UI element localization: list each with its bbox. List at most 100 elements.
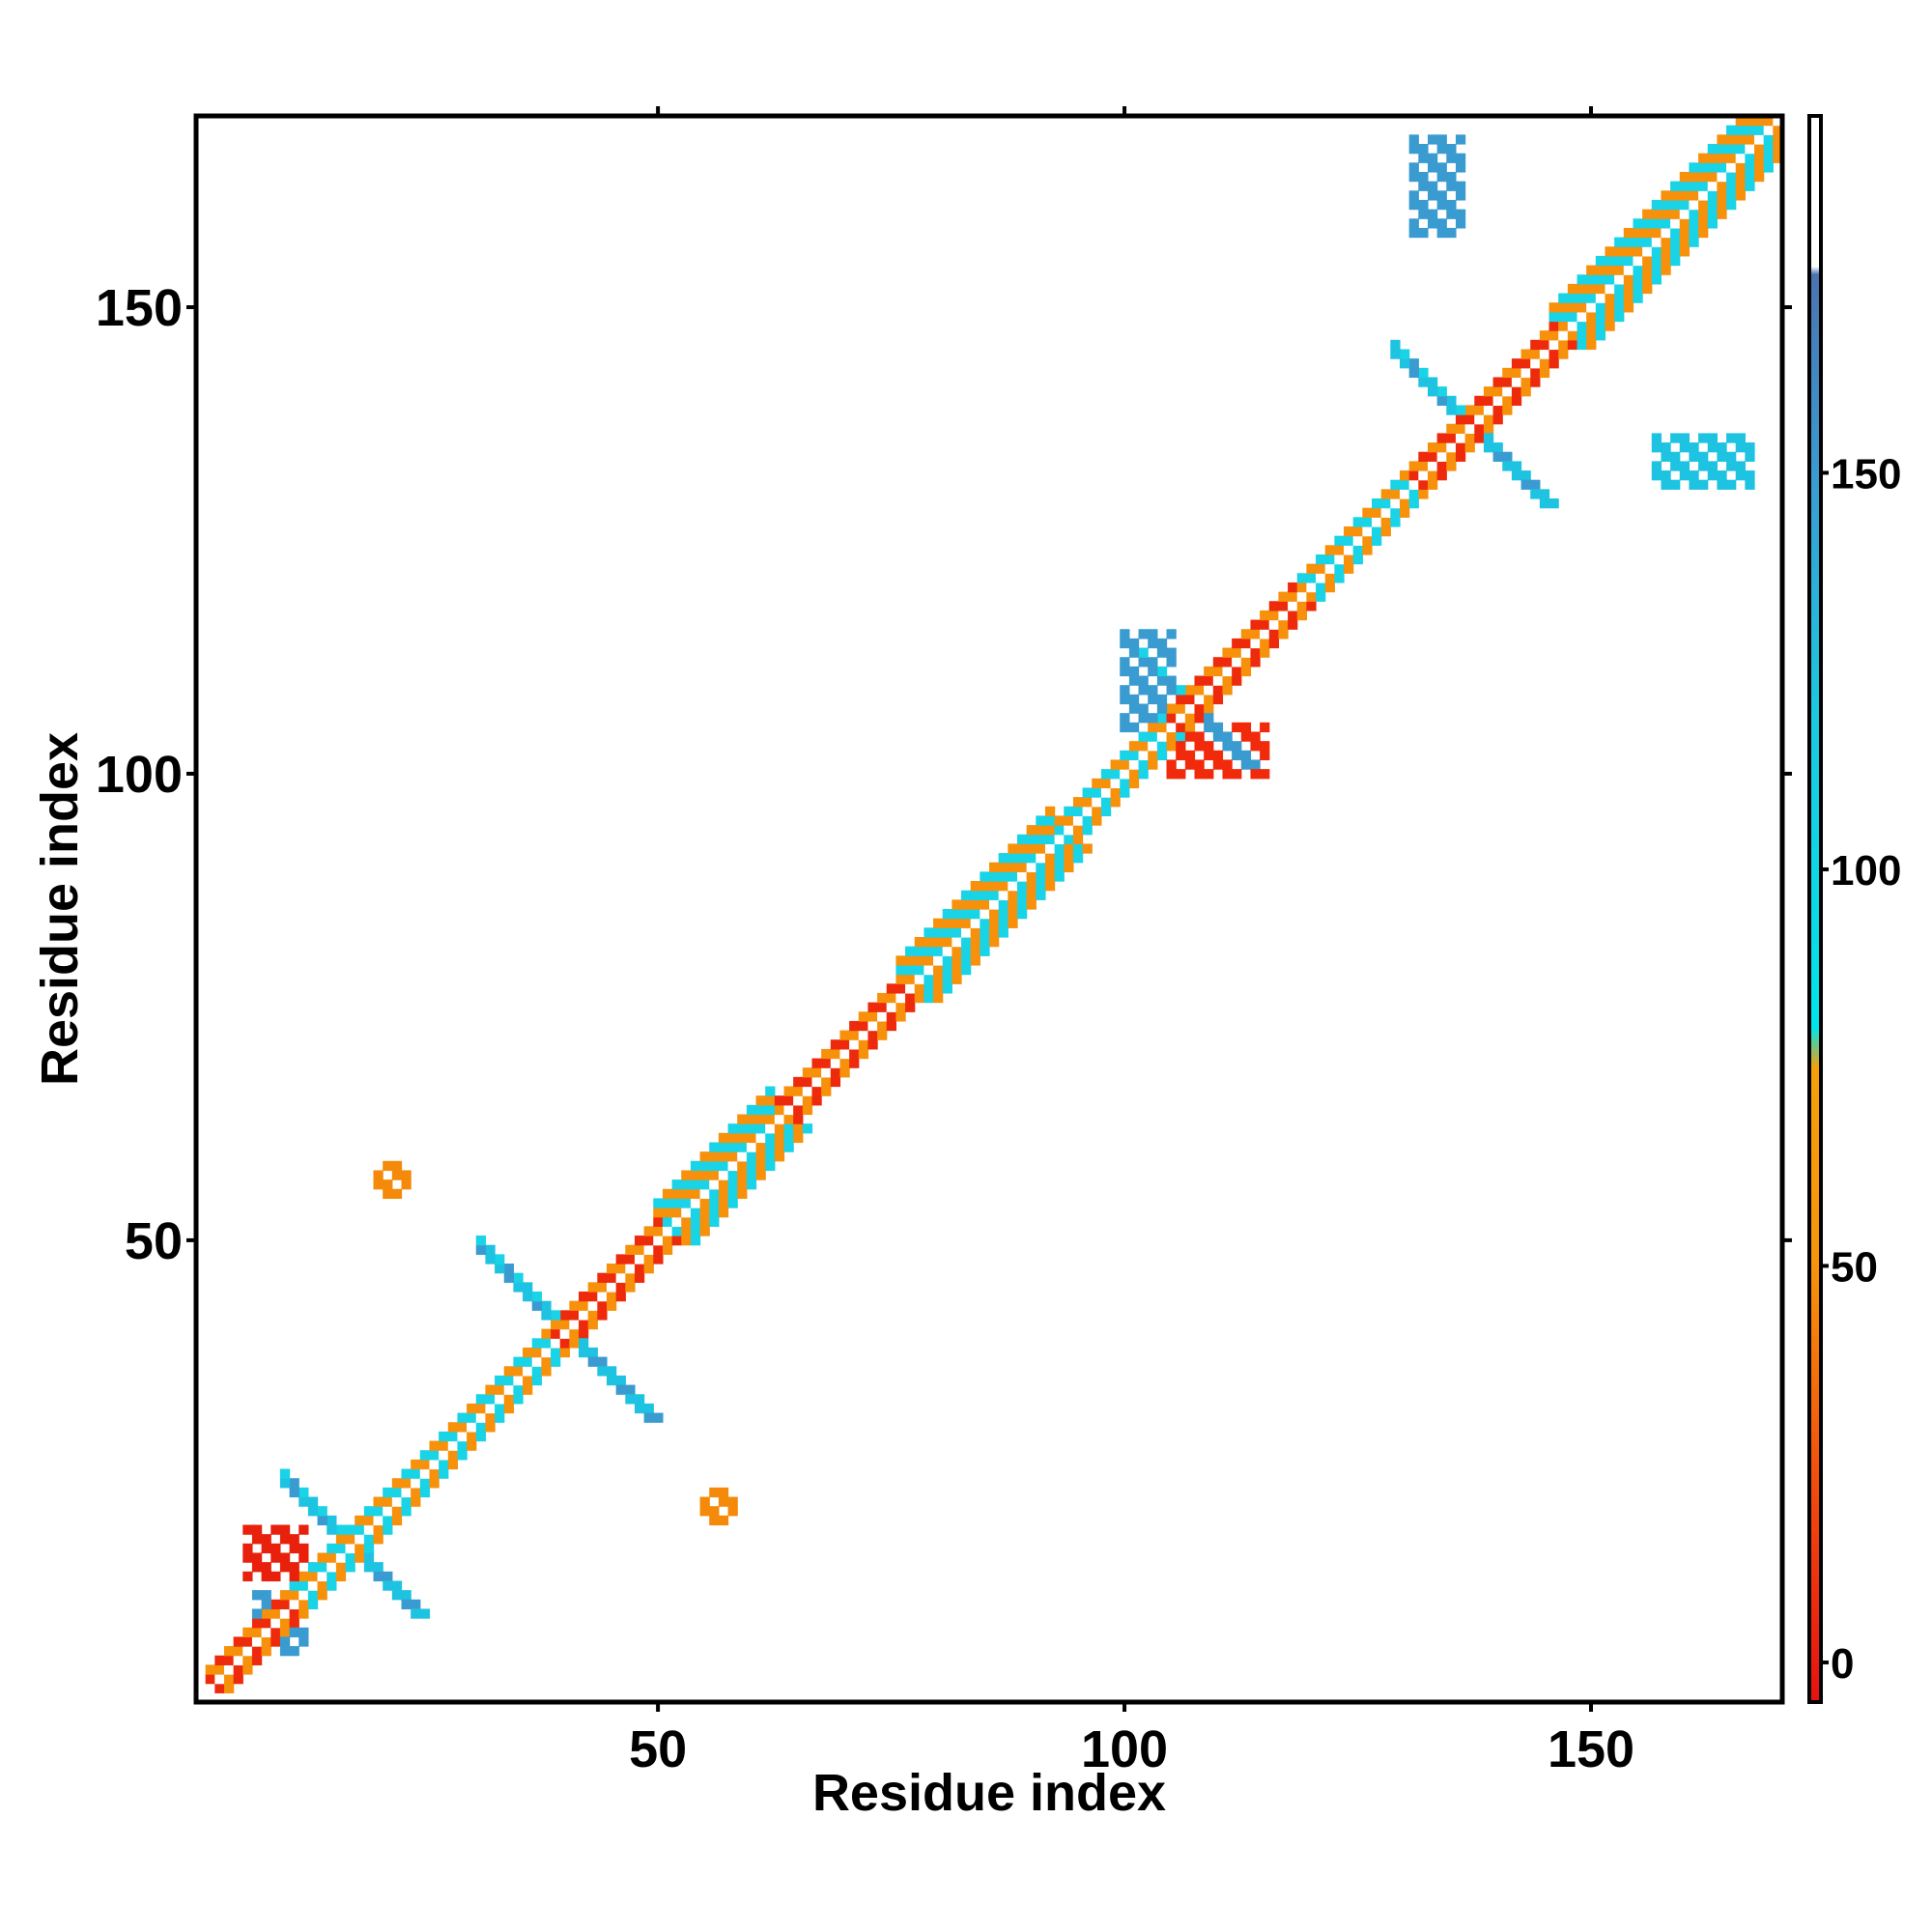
heatmap-cell (1120, 750, 1130, 761)
heatmap-cell (1446, 442, 1457, 453)
heatmap-cell (597, 1366, 608, 1377)
heatmap-cell (1156, 750, 1168, 761)
heatmap-cell (905, 964, 916, 976)
heatmap-cell (242, 1552, 253, 1563)
heatmap-cell (1166, 657, 1177, 668)
heatmap-cell (1530, 489, 1541, 499)
heatmap-cell (606, 1264, 617, 1274)
heatmap-cell (205, 1674, 215, 1685)
heatmap-cell (587, 1292, 598, 1302)
heatmap-cell (737, 1160, 748, 1172)
heatmap-cell (233, 1664, 243, 1675)
heatmap-cell (1408, 358, 1419, 369)
heatmap-cell (858, 1020, 869, 1032)
heatmap-cell (1689, 218, 1699, 229)
heatmap-cell (1306, 591, 1317, 602)
heatmap-cell (755, 1123, 766, 1134)
heatmap-cell (1763, 125, 1774, 135)
heatmap-cell (298, 1543, 309, 1554)
heatmap-cell (1072, 825, 1084, 836)
heatmap-cell (1651, 470, 1662, 481)
heatmap-cell (391, 1515, 403, 1526)
heatmap-cell (1250, 731, 1261, 742)
heatmap-cell (727, 1198, 738, 1208)
heatmap-cell (662, 1216, 673, 1227)
heatmap-cell (1176, 750, 1186, 761)
heatmap-cell (615, 1375, 626, 1386)
heatmap-cell (261, 1646, 271, 1657)
heatmap-cell (681, 1188, 692, 1200)
heatmap-cell (606, 1300, 617, 1311)
heatmap-cell (839, 1048, 850, 1060)
heatmap-cell (1558, 349, 1569, 359)
heatmap-cell (1698, 433, 1709, 443)
heatmap-cell (1418, 489, 1429, 499)
heatmap-cell (653, 1412, 664, 1423)
heatmap-cell (495, 1394, 505, 1405)
heatmap-cell (467, 1422, 477, 1433)
heatmap-cell (279, 1562, 291, 1573)
heatmap-cell (1156, 713, 1168, 724)
heatmap-cell (746, 1123, 757, 1134)
heatmap-cell (411, 1468, 421, 1479)
heatmap-cell (1240, 647, 1252, 658)
heatmap-cell (242, 1571, 253, 1582)
heatmap-cell (1148, 741, 1158, 752)
heatmap-cell (615, 1272, 626, 1283)
heatmap-cell (1474, 414, 1485, 425)
heatmap-cell (1577, 274, 1587, 285)
heatmap-cell (942, 964, 952, 976)
heatmap-cell (327, 1524, 337, 1535)
heatmap-cell (1278, 629, 1289, 639)
heatmap-cell (298, 1524, 309, 1535)
heatmap-cell (671, 1208, 682, 1218)
heatmap-cell (1763, 134, 1774, 145)
heatmap-cell (718, 1515, 729, 1526)
heatmap-cell (718, 1496, 729, 1507)
heatmap-cell (895, 964, 906, 976)
heatmap-cell (1670, 218, 1681, 229)
heatmap-cell (214, 1674, 225, 1685)
heatmap-cell (1092, 806, 1102, 817)
heatmap-cell (1316, 573, 1326, 583)
heatmap-cell (1427, 218, 1438, 229)
heatmap-cell (1194, 713, 1205, 724)
heatmap-cell (1212, 722, 1224, 733)
heatmap-cell (1222, 657, 1233, 668)
heatmap-cell (783, 1114, 794, 1124)
heatmap-cell (261, 1590, 271, 1601)
heatmap-cell (335, 1534, 347, 1545)
heatmap-cell (1036, 853, 1046, 864)
heatmap-cell (317, 1571, 327, 1582)
heatmap-cell (1044, 834, 1056, 844)
heatmap-cell (970, 936, 980, 948)
heatmap-cell (1548, 311, 1559, 323)
heatmap-cell (1362, 526, 1373, 537)
heatmap-cell (569, 1300, 580, 1311)
heatmap-cell (1483, 414, 1494, 425)
heatmap-cell (1726, 143, 1737, 155)
heatmap-cell (1148, 666, 1158, 677)
heatmap-cell (298, 1608, 309, 1619)
heatmap-cell (1707, 190, 1718, 201)
heatmap-cell (587, 1319, 598, 1330)
heatmap-cell (401, 1506, 412, 1517)
heatmap-cell (1726, 171, 1737, 183)
heatmap-cell (989, 936, 1000, 948)
heatmap-cell (1726, 451, 1737, 462)
heatmap-cell (653, 1198, 664, 1208)
heatmap-cell (746, 1170, 757, 1180)
heatmap-cell (699, 1208, 710, 1218)
heatmap-cell (419, 1478, 431, 1489)
heatmap-cell (765, 1151, 776, 1162)
heatmap-cell (503, 1403, 514, 1414)
heatmap-cell (970, 890, 980, 900)
heatmap-cell (531, 1300, 542, 1311)
heatmap-cell (1586, 302, 1597, 313)
heatmap-cell (1418, 181, 1429, 191)
heatmap-cell (886, 1011, 897, 1022)
heatmap-cell (1204, 675, 1214, 686)
heatmap-cell (811, 1067, 822, 1078)
heatmap-cell (1278, 610, 1289, 621)
heatmap-cell (970, 955, 980, 966)
